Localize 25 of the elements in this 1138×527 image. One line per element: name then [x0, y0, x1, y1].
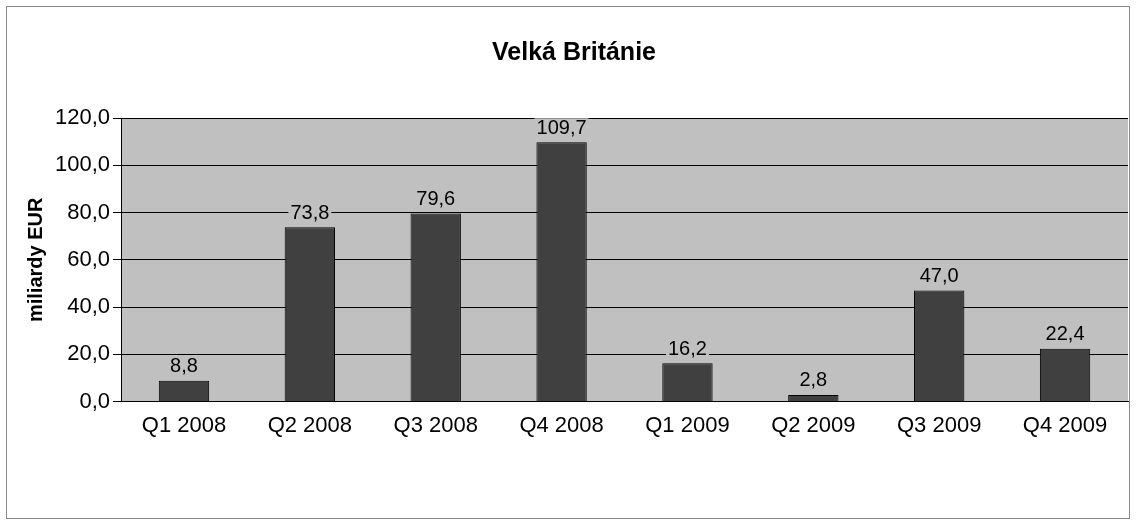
x-tick-label: Q2 2008: [267, 411, 353, 437]
data-label: 79,6: [416, 186, 456, 209]
y-tick-label: 0,0: [79, 387, 111, 413]
x-tick-label: Q1 2009: [645, 411, 730, 437]
y-tick-label: 20,0: [67, 340, 111, 366]
data-label: 8,8: [170, 354, 198, 377]
data-label: 47,0: [919, 264, 959, 287]
y-axis-title: miliardy EUR: [23, 197, 46, 323]
x-tick-label: Q1 2008: [141, 411, 227, 437]
data-label: 109,7: [536, 115, 587, 138]
y-tick-label: 100,0: [54, 151, 111, 177]
data-label: 73,8: [290, 200, 330, 223]
data-label: 2,8: [799, 368, 828, 391]
x-tick-label: Q4 2009: [1022, 411, 1108, 437]
data-label: 16,2: [667, 336, 707, 359]
x-tick-label: Q2 2009: [771, 411, 856, 437]
data-label: 22,4: [1045, 322, 1085, 345]
y-tick-label: 60,0: [67, 245, 111, 271]
y-tick-label: 120,0: [54, 104, 111, 130]
y-tick-label: 80,0: [67, 198, 111, 224]
x-tick-label: Q3 2008: [393, 411, 478, 437]
chart-title: Velká Británie: [492, 36, 657, 65]
y-tick-label: 40,0: [67, 293, 111, 319]
x-tick-label: Q4 2008: [519, 411, 604, 437]
x-tick-label: Q3 2009: [896, 411, 982, 437]
